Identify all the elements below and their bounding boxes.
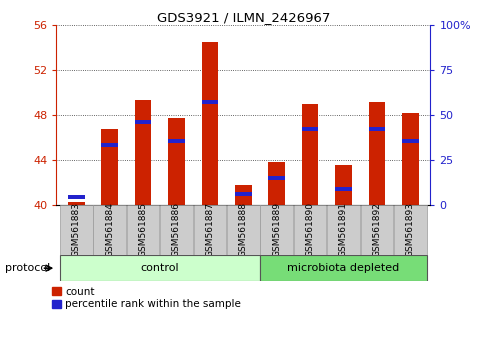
Title: GDS3921 / ILMN_2426967: GDS3921 / ILMN_2426967 [156,11,329,24]
FancyBboxPatch shape [193,205,226,255]
Text: GSM561887: GSM561887 [205,202,214,257]
FancyBboxPatch shape [393,205,426,255]
FancyBboxPatch shape [260,205,292,255]
Bar [401,113,418,205]
Bar [401,139,418,143]
FancyBboxPatch shape [60,255,259,281]
Text: microbiota depleted: microbiota depleted [287,263,399,273]
Bar [135,120,151,124]
Legend: count, percentile rank within the sample: count, percentile rank within the sample [52,287,241,309]
Text: GSM561884: GSM561884 [105,202,114,257]
Bar [234,185,251,205]
Bar [68,195,84,199]
Text: GSM561885: GSM561885 [138,202,147,257]
Bar [368,127,385,131]
Bar [201,101,218,104]
FancyBboxPatch shape [60,205,92,255]
Text: control: control [140,263,179,273]
Text: GSM561893: GSM561893 [405,202,414,257]
Bar [135,101,151,205]
FancyBboxPatch shape [93,205,126,255]
FancyBboxPatch shape [226,205,259,255]
Text: GSM561892: GSM561892 [372,202,381,257]
Bar [101,143,118,147]
Bar [101,129,118,205]
Bar [301,127,318,131]
FancyBboxPatch shape [360,205,392,255]
FancyBboxPatch shape [260,255,426,281]
Bar [168,139,184,143]
FancyBboxPatch shape [293,205,326,255]
Bar [301,104,318,205]
Text: GSM561889: GSM561889 [272,202,281,257]
Text: GSM561886: GSM561886 [172,202,181,257]
Text: GSM561888: GSM561888 [238,202,247,257]
FancyBboxPatch shape [326,205,359,255]
Bar [268,162,285,205]
Text: GSM561890: GSM561890 [305,202,314,257]
Bar [268,176,285,180]
Bar [368,102,385,205]
Bar [234,192,251,196]
Text: protocol: protocol [5,263,50,273]
Text: GSM561883: GSM561883 [72,202,81,257]
Bar [68,202,84,205]
Bar [201,42,218,205]
Bar [168,119,184,205]
FancyBboxPatch shape [126,205,159,255]
Bar [334,165,351,205]
Bar [334,187,351,191]
FancyBboxPatch shape [160,205,192,255]
Text: GSM561891: GSM561891 [338,202,347,257]
